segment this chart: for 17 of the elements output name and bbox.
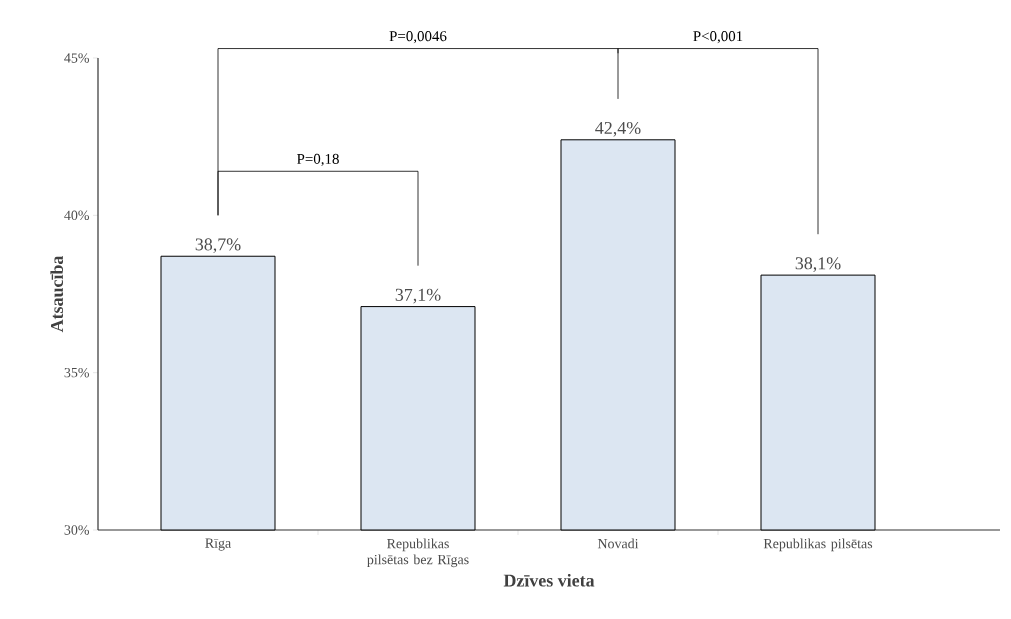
x-tick-label: Republikas pilsētas	[763, 538, 873, 552]
y-tick-label: 35%	[64, 367, 89, 378]
data-label: 38,1%	[795, 257, 841, 272]
x-axis-title: Dzīves vieta	[503, 573, 595, 587]
y-tick-label: 40%	[64, 210, 89, 221]
data-label: 42,4%	[595, 121, 641, 137]
annotation: P=0,18	[296, 153, 339, 167]
y-axis-title: Atsaucība	[50, 255, 64, 333]
text: P<0,001	[693, 31, 743, 44]
y-tick-label: 45%	[64, 53, 89, 63]
data-label: 37,1%	[395, 288, 441, 304]
x-tick-label: Republikas pilsētas bez Rīgas	[367, 538, 469, 568]
x-tick-label: Rīga	[205, 538, 231, 551]
data-label: 38,7%	[195, 238, 241, 254]
y-tick-label: 30%	[64, 525, 89, 535]
text: P=0,0046	[389, 31, 447, 44]
x-tick-label: Novadi	[597, 538, 639, 549]
